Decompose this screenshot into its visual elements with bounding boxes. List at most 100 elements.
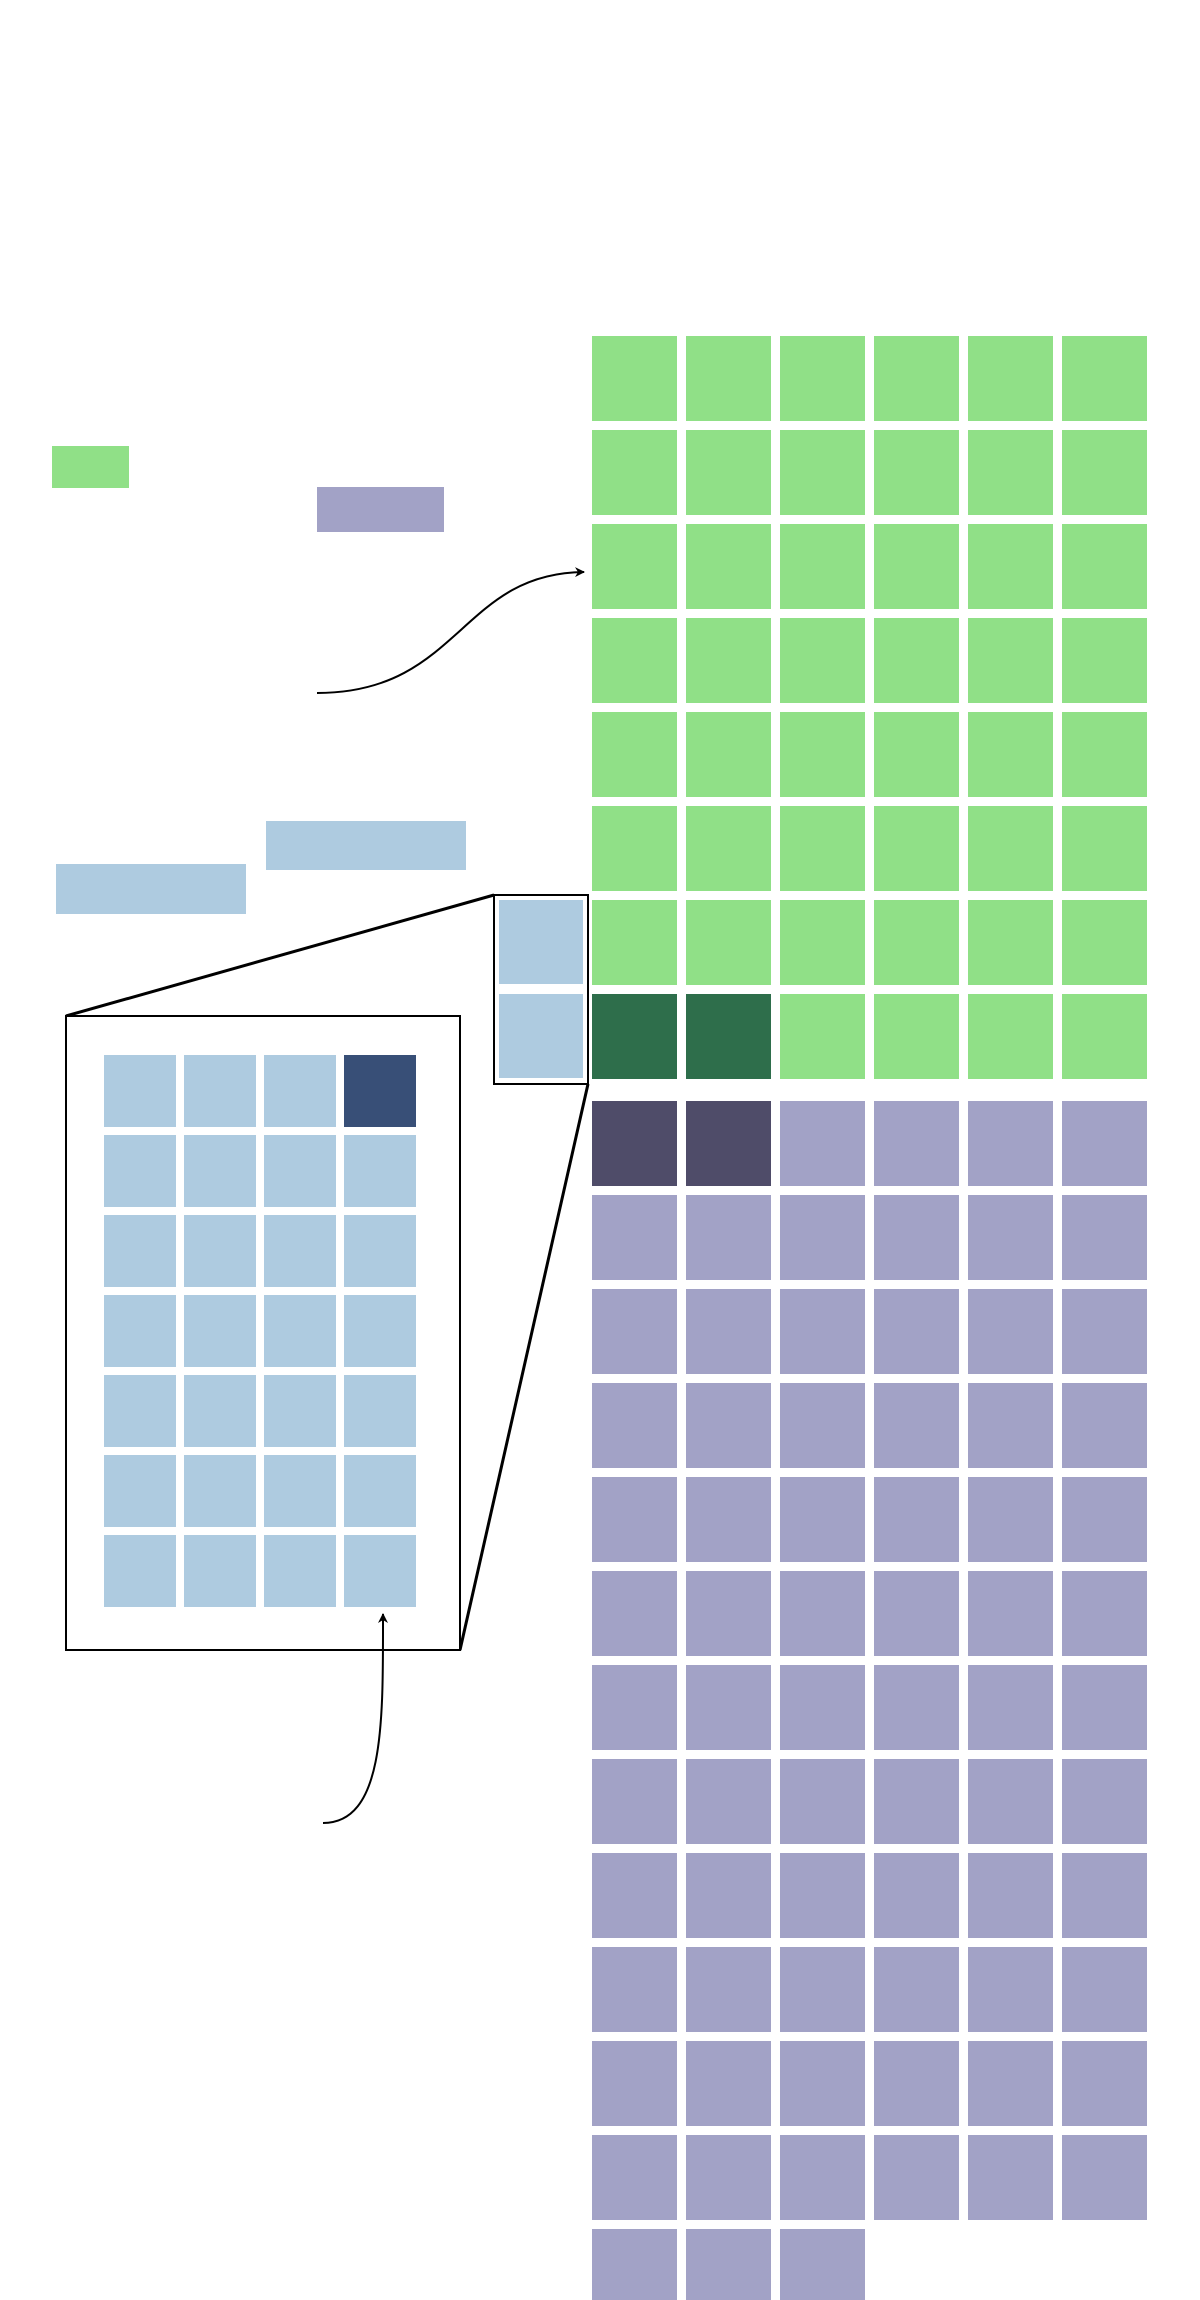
purple-cell xyxy=(592,2135,677,2220)
purple-cell xyxy=(592,2229,677,2300)
purple-cell xyxy=(686,1571,771,1656)
purple-cell xyxy=(1062,1383,1147,1468)
purple-cell xyxy=(686,2229,771,2300)
zoom-cell xyxy=(264,1375,336,1447)
purple-cell xyxy=(874,1195,959,1280)
purple-cell xyxy=(968,1665,1053,1750)
green-cell xyxy=(780,618,865,703)
zoom-cell xyxy=(104,1535,176,1607)
purple-cell xyxy=(780,1759,865,1844)
green-cell xyxy=(874,430,959,515)
purple-cell xyxy=(1062,1289,1147,1374)
green-cell xyxy=(780,712,865,797)
green-cell xyxy=(686,336,771,421)
zoom-source-frame xyxy=(493,894,589,1085)
purple-cell-highlighted xyxy=(592,1101,677,1186)
zoom-cell xyxy=(344,1455,416,1527)
green-cell xyxy=(686,900,771,985)
green-cell xyxy=(874,336,959,421)
green-cell xyxy=(874,618,959,703)
green-cell xyxy=(592,806,677,891)
purple-cell xyxy=(780,1947,865,2032)
green-cell xyxy=(1062,712,1147,797)
zoom-cell xyxy=(184,1375,256,1447)
zoom-cell xyxy=(264,1135,336,1207)
purple-cell xyxy=(968,1759,1053,1844)
purple-cell xyxy=(686,1195,771,1280)
purple-cell xyxy=(780,1195,865,1280)
purple-cell xyxy=(968,1477,1053,1562)
zoom-connector-bottom xyxy=(458,1083,590,1651)
purple-cell xyxy=(686,1383,771,1468)
green-cell xyxy=(592,430,677,515)
zoom-cell xyxy=(344,1295,416,1367)
green-cell xyxy=(874,806,959,891)
zoom-panel-grid xyxy=(104,1055,416,1607)
purple-cell xyxy=(592,1853,677,1938)
green-cell xyxy=(780,524,865,609)
zoom-cell xyxy=(344,1535,416,1607)
green-cell xyxy=(874,524,959,609)
purple-cell xyxy=(968,1571,1053,1656)
purple-cell xyxy=(686,1665,771,1750)
green-cell xyxy=(686,524,771,609)
purple-cell xyxy=(686,1853,771,1938)
zoom-cell xyxy=(344,1135,416,1207)
green-cell xyxy=(780,336,865,421)
purple-cell xyxy=(780,1853,865,1938)
purple-cell xyxy=(780,1477,865,1562)
purple-cell xyxy=(874,1289,959,1374)
green-cell xyxy=(1062,900,1147,985)
purple-cell xyxy=(874,2135,959,2220)
green-cell xyxy=(592,712,677,797)
purple-cell xyxy=(686,1289,771,1374)
purple-cell xyxy=(968,1289,1053,1374)
green-cell xyxy=(1062,524,1147,609)
zoom-cell xyxy=(264,1295,336,1367)
zoom-cell xyxy=(104,1055,176,1127)
purple-cell xyxy=(780,2041,865,2126)
purple-cell xyxy=(592,1289,677,1374)
purple-cell xyxy=(592,1477,677,1562)
purple-cell xyxy=(686,1947,771,2032)
green-waffle-grid xyxy=(592,336,1147,1079)
green-cell xyxy=(968,806,1053,891)
green-cell xyxy=(592,618,677,703)
green-cell xyxy=(968,712,1053,797)
purple-cell xyxy=(686,1759,771,1844)
purple-cell xyxy=(1062,1477,1147,1562)
zoom-cell xyxy=(264,1055,336,1127)
legend-blue-swatch-1 xyxy=(266,821,466,870)
green-cell xyxy=(592,524,677,609)
purple-cell xyxy=(592,2041,677,2126)
green-cell xyxy=(686,618,771,703)
purple-cell xyxy=(780,1571,865,1656)
zoom-cell xyxy=(344,1215,416,1287)
green-cell xyxy=(1062,618,1147,703)
green-cell xyxy=(874,994,959,1079)
legend-purple-swatch xyxy=(317,487,444,532)
purple-cell xyxy=(780,2135,865,2220)
zoom-cell xyxy=(264,1215,336,1287)
green-cell xyxy=(874,712,959,797)
purple-cell xyxy=(780,1101,865,1186)
legend-green-swatch xyxy=(52,446,129,488)
legend-blue-swatch-2 xyxy=(56,864,246,914)
zoom-source-box xyxy=(493,894,589,1085)
green-cell-highlighted xyxy=(686,994,771,1079)
green-cell xyxy=(968,430,1053,515)
zoom-cell xyxy=(184,1295,256,1367)
zoom-cell xyxy=(264,1535,336,1607)
purple-cell xyxy=(780,1289,865,1374)
zoom-cell xyxy=(104,1135,176,1207)
green-cell-highlighted xyxy=(592,994,677,1079)
zoom-cell xyxy=(184,1135,256,1207)
green-cell xyxy=(968,900,1053,985)
zoom-source-cell-2 xyxy=(499,994,583,1078)
green-cell xyxy=(686,430,771,515)
zoom-cell xyxy=(344,1375,416,1447)
zoom-source-cell-1 xyxy=(499,900,583,984)
purple-cell xyxy=(874,1853,959,1938)
purple-cell xyxy=(874,1477,959,1562)
